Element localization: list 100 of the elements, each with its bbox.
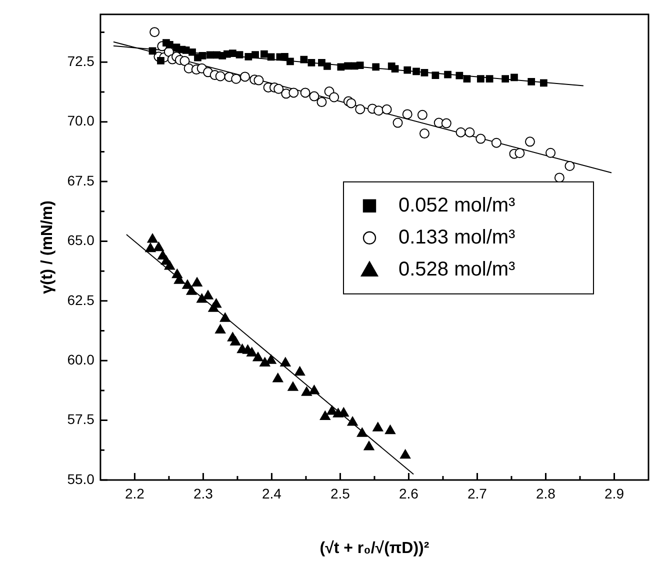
point — [192, 277, 202, 287]
point — [294, 366, 306, 376]
point — [564, 161, 575, 172]
point — [356, 428, 368, 437]
x-tick-label: 2.6 — [398, 485, 419, 502]
point — [157, 57, 164, 64]
point — [288, 382, 298, 391]
point — [240, 72, 250, 82]
legend-label: 0.528 mol/m³ — [398, 258, 516, 280]
point — [463, 75, 471, 83]
point — [308, 58, 316, 66]
x-tick-label: 2.3 — [193, 485, 214, 502]
point — [260, 50, 268, 58]
x-tick-label: 2.8 — [536, 485, 556, 502]
point — [252, 352, 264, 362]
point — [441, 118, 452, 128]
point — [220, 312, 230, 322]
point — [320, 410, 330, 420]
point — [464, 127, 475, 138]
point — [476, 75, 484, 83]
point — [391, 65, 399, 73]
x-tick-label: 2.4 — [262, 485, 282, 502]
point — [198, 52, 206, 60]
point — [202, 290, 214, 300]
point — [419, 128, 430, 139]
point — [364, 441, 374, 450]
point — [228, 50, 236, 57]
x-tick-label: 2.7 — [468, 485, 488, 502]
y-tick-label: 65.0 — [67, 232, 95, 248]
point — [514, 148, 525, 158]
point — [400, 449, 411, 459]
point — [476, 134, 486, 144]
x-tick-label: 2.2 — [124, 485, 145, 502]
point — [244, 52, 252, 60]
point — [355, 104, 366, 114]
point — [236, 51, 244, 58]
point — [356, 62, 364, 69]
point — [372, 63, 380, 71]
point — [528, 78, 536, 86]
y-tick-label: 57.5 — [67, 411, 95, 428]
y-tick-label: 60.0 — [67, 351, 95, 368]
y-tick-label: 62.5 — [67, 292, 95, 308]
y-tick-label: 70.0 — [67, 112, 95, 129]
point — [252, 51, 259, 58]
point — [491, 138, 502, 148]
point — [254, 75, 264, 86]
point — [166, 41, 174, 48]
point — [150, 27, 160, 38]
y-tick-label: 55.0 — [67, 470, 95, 487]
point — [346, 98, 356, 108]
y-tick-label: 67.5 — [67, 172, 95, 188]
x-tick-label: 2.5 — [330, 485, 350, 502]
point — [147, 234, 158, 243]
point — [329, 92, 340, 102]
x-axis-title: (√t + r₀/√(πD))² — [320, 540, 430, 557]
point — [546, 148, 556, 158]
point — [182, 280, 193, 289]
point — [404, 66, 412, 74]
point — [280, 357, 291, 366]
point — [456, 72, 464, 80]
point — [272, 373, 284, 382]
point — [324, 62, 331, 70]
point — [486, 75, 494, 83]
point — [374, 106, 384, 116]
point — [417, 110, 428, 120]
point — [145, 242, 156, 252]
point — [288, 88, 299, 98]
legend-label: 0.133 mol/m³ — [398, 226, 516, 248]
legend-label: 0.052 mol/m³ — [398, 194, 516, 216]
point — [186, 286, 197, 295]
point — [316, 97, 327, 108]
point — [300, 56, 308, 64]
point — [215, 71, 226, 82]
point — [274, 84, 284, 94]
point — [164, 260, 175, 270]
point — [267, 53, 275, 61]
point — [510, 74, 518, 82]
point — [420, 68, 428, 76]
point — [444, 70, 452, 78]
point — [337, 63, 345, 71]
point — [153, 242, 164, 252]
point — [231, 74, 242, 84]
point — [182, 46, 190, 54]
point — [308, 384, 320, 394]
point — [266, 354, 276, 364]
point — [215, 324, 226, 334]
point — [502, 75, 510, 83]
point — [309, 91, 320, 102]
point — [148, 47, 156, 55]
y-tick-label: 72.5 — [67, 53, 95, 70]
point — [344, 62, 352, 70]
point — [392, 118, 403, 128]
point — [412, 68, 420, 76]
point — [540, 79, 548, 87]
point — [281, 52, 288, 60]
point — [402, 109, 412, 120]
point — [382, 104, 392, 114]
point — [286, 58, 294, 66]
x-tick-label: 2.9 — [604, 485, 624, 502]
y-axis-title: γ(t) / (mN/m) — [39, 200, 56, 294]
